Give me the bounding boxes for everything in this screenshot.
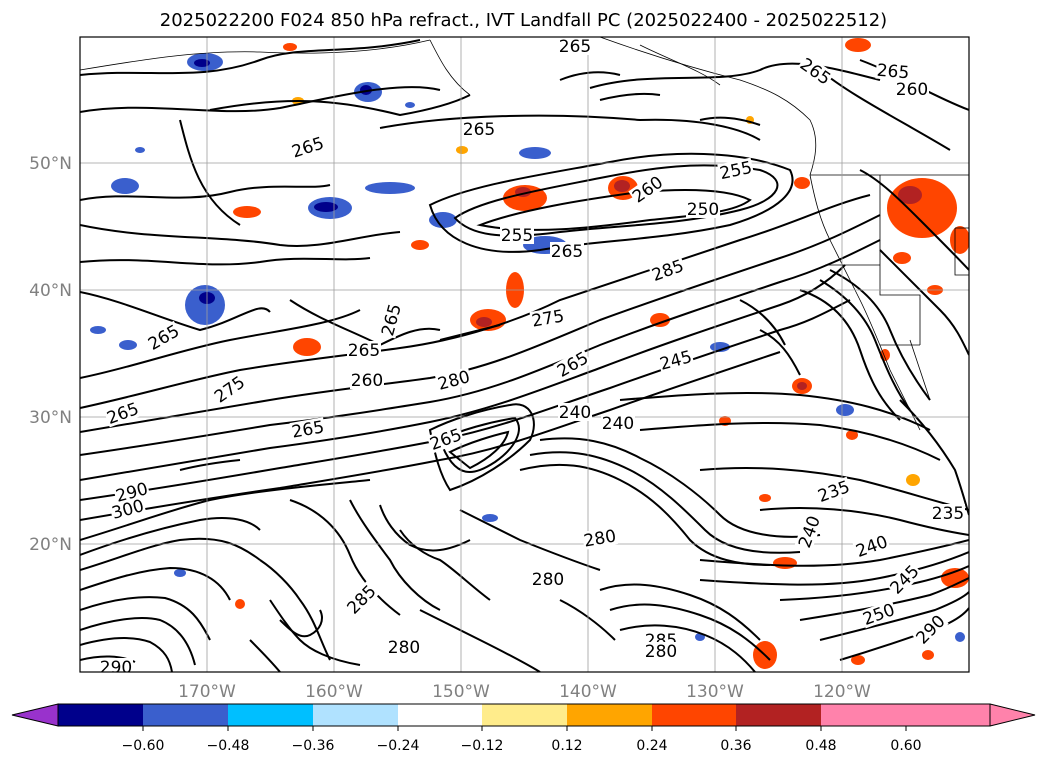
longitude-axis: 170°W 160°W 150°W 140°W 130°W 120°W: [178, 682, 871, 702]
lon-label-150w: 150°W: [432, 682, 490, 702]
colorbar-segment: [482, 704, 567, 726]
colorbar-segment: [58, 704, 143, 726]
contour-label: 260: [350, 371, 384, 391]
contour-label: 290: [99, 658, 133, 678]
contour-label: 280: [387, 638, 421, 658]
colorbar-segment: [313, 704, 398, 726]
latitude-axis: 50°N 40°N 30°N 20°N: [29, 154, 72, 555]
lon-label-140w: 140°W: [559, 682, 617, 702]
colorbar-tick: 0.24: [636, 738, 667, 754]
svg-text:265: 265: [348, 341, 380, 361]
colorbar-tick: 0.60: [890, 738, 921, 754]
colorbar: −0.60 −0.48 −0.36 −0.24 −0.12 0.12 0.24 …: [11, 703, 1036, 754]
lon-label-120w: 120°W: [813, 682, 871, 702]
contour-label: 265: [875, 60, 911, 84]
contour-label: 265: [558, 37, 592, 57]
svg-text:265: 265: [559, 37, 591, 57]
colorbar-tick: −0.36: [292, 738, 335, 754]
colorbar-tick: 0.48: [805, 738, 836, 754]
colorbar-tick: −0.24: [377, 738, 420, 754]
colorbar-segment: [567, 704, 652, 726]
svg-text:265: 265: [551, 242, 583, 262]
colorbar-segment: [821, 704, 906, 726]
colorbar-segment: [736, 704, 821, 726]
map-frame: [79, 36, 970, 673]
contour-label: 240: [794, 512, 825, 551]
svg-text:280: 280: [645, 642, 677, 662]
svg-text:240: 240: [559, 403, 591, 423]
colorbar-segment: [228, 704, 313, 726]
lat-label-20n: 20°N: [29, 535, 72, 555]
contour-label: 280: [644, 642, 678, 662]
lat-label-30n: 30°N: [29, 408, 72, 428]
colorbar-segment: [398, 704, 482, 726]
contour-label: 265: [347, 341, 381, 361]
colorbar-extend-low: [11, 703, 59, 727]
contour-lines: [80, 39, 969, 672]
contour-label: 255: [500, 226, 534, 246]
contour-label: 235: [931, 504, 965, 524]
shaded-patches: [90, 38, 969, 669]
colorbar-segment: [143, 704, 228, 726]
lon-label-130w: 130°W: [686, 682, 744, 702]
map-title: 2025022200 F024 850 hPa refract., IVT La…: [159, 10, 888, 31]
colorbar-tick: −0.60: [122, 738, 165, 754]
contour-label: 265: [550, 242, 584, 262]
svg-text:290: 290: [100, 658, 132, 678]
svg-text:280: 280: [532, 570, 564, 590]
colorbar-tick: −0.48: [207, 738, 250, 754]
contour-label: 275: [529, 306, 567, 332]
colorbar-tick: 0.12: [551, 738, 582, 754]
gridlines: [80, 37, 969, 672]
colorbar-extend-high: [906, 704, 1035, 726]
contour-label: 250: [686, 200, 720, 220]
colorbar-segment: [652, 704, 736, 726]
svg-text:260: 260: [896, 80, 928, 100]
svg-text:265: 265: [463, 120, 495, 140]
contour-label: 265: [553, 347, 592, 382]
colorbar-tick: 0.36: [720, 738, 751, 754]
lat-label-50n: 50°N: [29, 154, 72, 174]
contour-label: 280: [531, 570, 565, 590]
svg-text:250: 250: [687, 200, 719, 220]
svg-text:265: 265: [876, 61, 910, 84]
svg-text:235: 235: [932, 504, 964, 524]
contour-label: 265: [462, 120, 496, 140]
svg-text:280: 280: [388, 638, 420, 658]
contour-label: 240: [601, 414, 635, 434]
contour-label: 240: [558, 403, 592, 423]
coastlines: [80, 37, 969, 431]
svg-text:255: 255: [501, 226, 533, 246]
lon-label-160w: 160°W: [305, 682, 363, 702]
lon-label-170w: 170°W: [178, 682, 236, 702]
svg-text:260: 260: [351, 371, 383, 391]
lat-label-40n: 40°N: [29, 281, 72, 301]
contour-label: 255: [717, 157, 755, 184]
svg-text:240: 240: [602, 414, 634, 434]
colorbar-tick: −0.12: [461, 738, 504, 754]
contour-label: 260: [895, 80, 929, 100]
